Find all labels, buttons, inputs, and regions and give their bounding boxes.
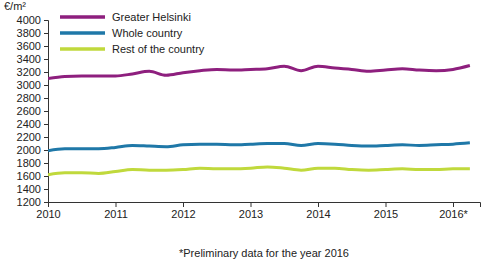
x-tick-mark (251, 202, 252, 207)
legend-label: Greater Helsinki (112, 11, 191, 23)
y-tick-label: 3200 (17, 66, 41, 78)
y-tick-mark (44, 124, 48, 125)
y-axis: 1200140016001800200022002400260028003000… (17, 14, 49, 208)
y-tick: 2200 (17, 131, 48, 143)
y-tick-mark (44, 72, 48, 73)
x-tick-mark (386, 202, 387, 207)
x-tick-mark (453, 202, 454, 207)
x-tick: 2012 (171, 202, 195, 220)
y-tick-mark (44, 202, 48, 203)
y-axis-line (44, 21, 49, 203)
series-line (48, 143, 470, 151)
x-tick-label: 2011 (104, 208, 128, 220)
y-tick-label: 2800 (17, 92, 41, 104)
legend-swatch (60, 15, 105, 19)
y-tick-mark (44, 85, 48, 86)
y-tick-mark (44, 163, 48, 164)
x-tick-label: 2010 (36, 208, 60, 220)
y-tick: 3800 (17, 27, 48, 39)
legend-label: Whole country (112, 27, 183, 39)
y-tick-label: 2200 (17, 131, 41, 143)
x-tick-label: 2016* (439, 208, 468, 220)
plot: 1200140016001800200022002400260028003000… (17, 14, 481, 220)
y-tick-label: 3000 (17, 79, 41, 91)
y-tick: 2800 (17, 92, 48, 104)
y-tick-label: 2400 (17, 118, 41, 130)
legend: Greater Helsinki Whole country Rest of the… (60, 11, 205, 55)
x-tick-mark (183, 202, 184, 207)
y-tick-label: 2000 (17, 144, 41, 156)
x-tick-mark (318, 202, 319, 207)
chart: 1200140016001800200022002400260028003000… (0, 0, 494, 265)
y-axis-label: €/m² (4, 0, 26, 12)
y-tick: 1600 (17, 170, 48, 182)
y-tick-mark (44, 150, 48, 151)
series-line (48, 66, 470, 79)
y-tick-label: 1200 (17, 196, 41, 208)
x-tick: 2014 (306, 202, 330, 220)
y-tick-label: 1800 (17, 157, 41, 169)
legend-swatch (60, 47, 105, 51)
legend-swatch (60, 31, 105, 35)
y-tick: 3600 (17, 40, 48, 52)
x-axis-line (49, 203, 481, 208)
y-tick: 4000 (17, 14, 48, 26)
x-tick: 2013 (239, 202, 263, 220)
x-tick-label: 2015 (374, 208, 398, 220)
series-line (48, 167, 470, 175)
y-tick-label: 3600 (17, 40, 41, 52)
y-tick-mark (44, 20, 48, 21)
x-tick-label: 2013 (239, 208, 263, 220)
x-tick-mark (116, 202, 117, 207)
y-tick-label: 3800 (17, 27, 41, 39)
x-tick-mark (48, 202, 49, 207)
y-tick: 2600 (17, 105, 48, 117)
y-tick-mark (44, 46, 48, 47)
x-tick: 2010 (36, 202, 60, 220)
y-tick-label: 2600 (17, 105, 41, 117)
y-tick: 3000 (17, 79, 48, 91)
y-tick: 2400 (17, 118, 48, 130)
y-tick-label: 1400 (17, 183, 41, 195)
y-tick-mark (44, 111, 48, 112)
y-tick-label: 3400 (17, 53, 41, 65)
lines (48, 66, 470, 175)
y-tick-mark (44, 137, 48, 138)
annotation: *Preliminary data for the year 2016 (179, 247, 349, 259)
y-tick: 1800 (17, 157, 48, 169)
x-tick: 2016* (439, 202, 468, 220)
y-tick: 1400 (17, 183, 48, 195)
x-tick: 2011 (104, 202, 128, 220)
y-tick-mark (44, 33, 48, 34)
y-tick: 2000 (17, 144, 48, 156)
y-tick-mark (44, 189, 48, 190)
x-tick-label: 2012 (171, 208, 195, 220)
y-tick-mark (44, 59, 48, 60)
x-tick: 2015 (374, 202, 398, 220)
y-tick: 3400 (17, 53, 48, 65)
y-tick-mark (44, 176, 48, 177)
x-tick-label: 2014 (306, 208, 330, 220)
legend-label: Rest of the country (112, 43, 205, 55)
y-tick-label: 4000 (17, 14, 41, 26)
y-tick-label: 1600 (17, 170, 41, 182)
y-tick: 1200 (17, 196, 48, 208)
x-axis: 2010 2011 2012 2013 2014 2015 2016* (36, 202, 480, 220)
y-tick-mark (44, 98, 48, 99)
y-tick: 3200 (17, 66, 48, 78)
